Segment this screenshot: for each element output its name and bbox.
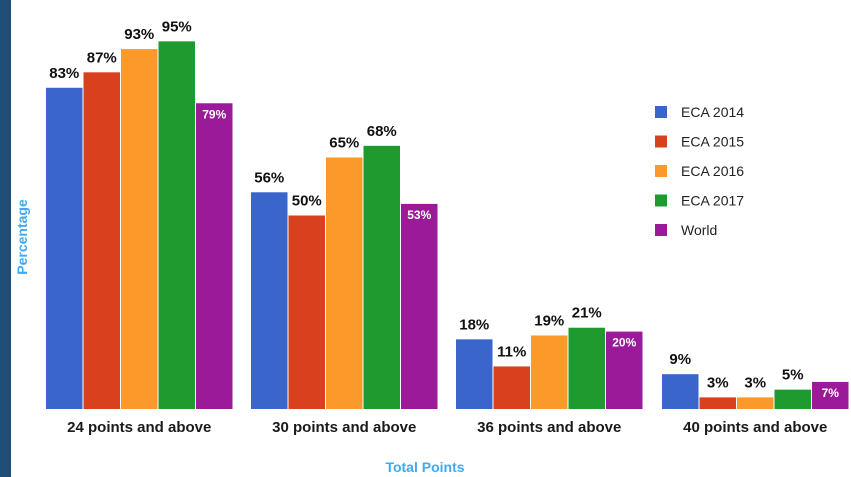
legend-swatch	[655, 165, 667, 177]
legend-label: ECA 2017	[681, 193, 744, 209]
left-border-stripe	[0, 0, 11, 477]
data-label: 87%	[87, 49, 117, 66]
bar-world-3	[606, 331, 643, 409]
bar-eca-2017-2	[363, 145, 400, 409]
bar-eca-2015-2	[288, 215, 325, 409]
data-labels-layer: 83% 87% 93% 95% 79% 56% 50% 65% 68% 53% 18% 11% 19% 2…	[49, 18, 839, 400]
data-label: 20%	[612, 336, 636, 350]
data-label: 5%	[782, 367, 804, 384]
bar-eca-2016-2	[326, 157, 363, 409]
data-label: 93%	[124, 26, 154, 43]
bar-eca-2016-1	[121, 49, 158, 410]
legend-label: World	[681, 222, 717, 238]
data-label: 68%	[367, 123, 397, 140]
bar-world-1	[196, 103, 233, 410]
bars-layer	[46, 41, 849, 410]
bar-eca-2015-1	[83, 72, 120, 409]
data-label: 50%	[292, 193, 322, 210]
data-label: 3%	[707, 374, 729, 391]
legend-swatch	[655, 106, 667, 118]
bar-eca-2014-1	[46, 87, 83, 409]
data-label: 7%	[822, 386, 840, 400]
category-tick-label: 40 points and above	[683, 419, 827, 436]
bar-eca-2014-4	[662, 374, 699, 409]
data-label: 21%	[572, 305, 602, 322]
bar-eca-2017-1	[158, 41, 195, 409]
category-tick-label: 24 points and above	[67, 419, 211, 436]
legend-swatch	[655, 135, 667, 148]
legend-swatch	[655, 224, 667, 236]
bar-eca-2015-4	[699, 397, 736, 409]
category-tick-label: 36 points and above	[477, 419, 621, 436]
x-axis-title: Total Points	[385, 459, 464, 475]
data-label: 56%	[254, 169, 284, 186]
data-label: 79%	[202, 107, 226, 121]
category-tick-label: 30 points and above	[272, 419, 416, 436]
legend: ECA 2014 ECA 2015 ECA 2016 ECA 2017 World	[655, 104, 744, 238]
legend-label: ECA 2015	[681, 134, 744, 150]
legend-swatch	[655, 194, 667, 207]
data-label: 9%	[669, 351, 691, 368]
bar-eca-2015-3	[493, 366, 530, 409]
data-label: 83%	[49, 65, 79, 82]
category-ticks-layer: 24 points and above 30 points and above 36…	[67, 419, 827, 436]
bar-eca-2016-3	[531, 335, 568, 409]
bar-eca-2017-4	[774, 389, 811, 409]
bar-eca-2017-3	[568, 327, 605, 409]
legend-label: ECA 2016	[681, 163, 744, 179]
legend-label: ECA 2014	[681, 104, 744, 120]
data-label: 11%	[497, 343, 526, 360]
bar-eca-2014-2	[251, 192, 288, 409]
bar-world-2	[401, 203, 438, 409]
data-label: 65%	[329, 134, 359, 151]
data-label: 53%	[407, 208, 431, 222]
data-label: 19%	[534, 312, 564, 329]
bar-eca-2014-3	[456, 339, 493, 409]
y-axis-title: Percentage	[14, 199, 30, 275]
bar-eca-2016-4	[737, 397, 774, 409]
data-label: 18%	[459, 316, 489, 333]
bar-world-4	[812, 381, 849, 409]
data-label: 3%	[744, 374, 766, 391]
data-label: 95%	[162, 18, 192, 35]
